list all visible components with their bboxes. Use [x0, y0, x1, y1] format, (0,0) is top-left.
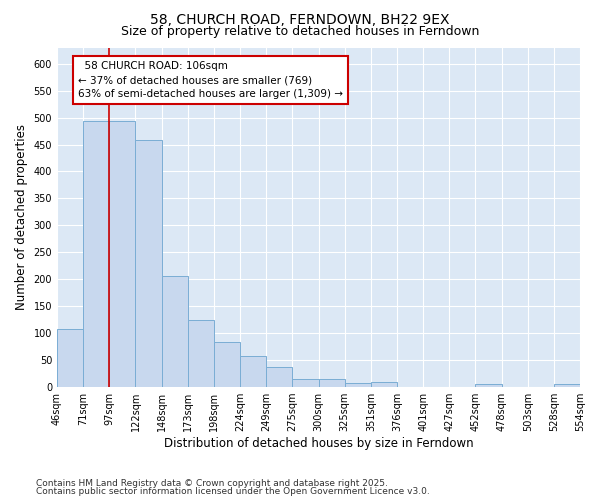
Bar — [83, 122, 109, 387]
Bar — [266, 366, 292, 387]
X-axis label: Distribution of detached houses by size in Ferndown: Distribution of detached houses by size … — [164, 437, 473, 450]
Bar — [109, 122, 136, 387]
Y-axis label: Number of detached properties: Number of detached properties — [15, 124, 28, 310]
Bar — [554, 384, 580, 387]
Bar — [161, 276, 188, 387]
Bar — [344, 383, 371, 387]
Text: Contains HM Land Registry data © Crown copyright and database right 2025.: Contains HM Land Registry data © Crown c… — [36, 478, 388, 488]
Text: Size of property relative to detached houses in Ferndown: Size of property relative to detached ho… — [121, 25, 479, 38]
Text: Contains public sector information licensed under the Open Government Licence v3: Contains public sector information licen… — [36, 487, 430, 496]
Bar — [292, 379, 319, 387]
Bar — [319, 379, 344, 387]
Text: 58 CHURCH ROAD: 106sqm
← 37% of detached houses are smaller (769)
63% of semi-de: 58 CHURCH ROAD: 106sqm ← 37% of detached… — [78, 61, 343, 99]
Bar — [240, 356, 266, 387]
Bar — [57, 330, 83, 387]
Bar — [214, 342, 240, 387]
Bar — [136, 140, 161, 387]
Text: 58, CHURCH ROAD, FERNDOWN, BH22 9EX: 58, CHURCH ROAD, FERNDOWN, BH22 9EX — [150, 12, 450, 26]
Bar — [371, 382, 397, 387]
Bar — [475, 384, 502, 387]
Bar — [188, 320, 214, 387]
